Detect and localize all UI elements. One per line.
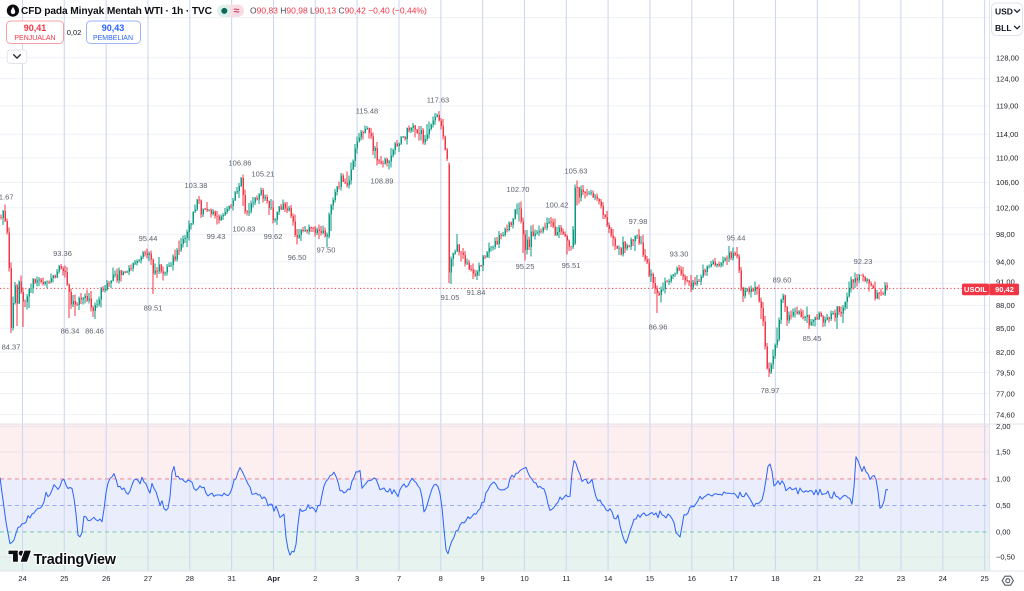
svg-text:91,00: 91,00	[996, 278, 1015, 287]
svg-text:PEMBELIAN: PEMBELIAN	[93, 35, 133, 42]
svg-text:24: 24	[939, 574, 947, 583]
svg-text:18: 18	[771, 574, 779, 583]
svg-text:90,41: 90,41	[24, 23, 47, 33]
svg-text:8: 8	[439, 574, 443, 583]
svg-text:98,00: 98,00	[996, 230, 1015, 239]
svg-text:25: 25	[60, 574, 68, 583]
svg-text:22: 22	[855, 574, 863, 583]
svg-text:17: 17	[729, 574, 737, 583]
svg-text:11: 11	[562, 574, 570, 583]
svg-text:88,00: 88,00	[996, 301, 1015, 310]
svg-text:103.38: 103.38	[185, 181, 208, 190]
svg-text:106,00: 106,00	[996, 178, 1019, 187]
svg-text:PENJUALAN: PENJUALAN	[14, 35, 55, 42]
svg-text:106.86: 106.86	[229, 159, 252, 168]
svg-text:91.05: 91.05	[441, 293, 460, 302]
svg-text:86.34: 86.34	[61, 327, 80, 336]
svg-text:99.43: 99.43	[207, 232, 226, 241]
svg-text:95.44: 95.44	[139, 234, 158, 243]
svg-text:−0,50: −0,50	[996, 553, 1015, 562]
svg-text:1.67: 1.67	[0, 193, 14, 202]
svg-text:0,02: 0,02	[67, 28, 82, 37]
svg-text:74,60: 74,60	[996, 410, 1015, 419]
svg-text:128,00: 128,00	[996, 53, 1019, 62]
svg-text:78.97: 78.97	[761, 386, 780, 395]
svg-text:1,50: 1,50	[996, 448, 1011, 457]
svg-text:3: 3	[355, 574, 359, 583]
svg-text:85,00: 85,00	[996, 324, 1015, 333]
svg-text:0,00: 0,00	[996, 528, 1011, 537]
svg-text:89.60: 89.60	[773, 276, 792, 285]
svg-text:7: 7	[397, 574, 401, 583]
svg-text:114,00: 114,00	[996, 130, 1018, 139]
svg-text:25: 25	[980, 574, 988, 583]
svg-text:86.96: 86.96	[649, 323, 668, 332]
svg-text:1,00: 1,00	[996, 475, 1011, 484]
svg-text:124,00: 124,00	[996, 74, 1019, 83]
svg-text:27: 27	[144, 574, 152, 583]
svg-text:92.23: 92.23	[854, 257, 873, 266]
svg-text:2,00: 2,00	[996, 422, 1011, 431]
svg-text:97.50: 97.50	[317, 245, 336, 254]
svg-text:0,50: 0,50	[996, 501, 1011, 510]
svg-text:Apr: Apr	[267, 574, 280, 583]
svg-text:100.83: 100.83	[233, 225, 256, 234]
svg-text:USOIL: USOIL	[964, 285, 987, 294]
svg-text:100.42: 100.42	[546, 201, 569, 210]
svg-text:10: 10	[520, 574, 528, 583]
svg-text:9: 9	[480, 574, 484, 583]
svg-text:105.21: 105.21	[252, 169, 275, 178]
svg-text:95.25: 95.25	[516, 262, 535, 271]
svg-text:102.70: 102.70	[507, 185, 530, 194]
svg-text:110,00: 110,00	[996, 154, 1018, 163]
svg-text:BLL: BLL	[995, 23, 1012, 33]
svg-text:15: 15	[646, 574, 654, 583]
svg-text:O90,83 H90,98 L90,13 C90,42 −0: O90,83 H90,98 L90,13 C90,42 −0,40 (−0,44…	[250, 6, 427, 16]
svg-text:96.50: 96.50	[288, 253, 307, 262]
svg-text:95.51: 95.51	[562, 261, 581, 270]
svg-text:97.98: 97.98	[629, 217, 648, 226]
svg-text:21: 21	[813, 574, 821, 583]
svg-text:≈: ≈	[234, 5, 240, 17]
svg-text:93.30: 93.30	[670, 249, 689, 258]
svg-text:86.46: 86.46	[85, 327, 104, 336]
svg-text:90,43: 90,43	[102, 23, 125, 33]
svg-text:85.45: 85.45	[803, 334, 822, 343]
svg-text:95.44: 95.44	[727, 233, 746, 242]
svg-text:79,50: 79,50	[996, 368, 1015, 377]
svg-text:28: 28	[186, 574, 194, 583]
svg-text:TradingView: TradingView	[34, 552, 117, 568]
svg-text:77,00: 77,00	[996, 389, 1015, 398]
svg-text:93.36: 93.36	[53, 249, 72, 258]
svg-text:115.48: 115.48	[356, 107, 378, 116]
svg-text:91.84: 91.84	[467, 288, 486, 297]
svg-text:26: 26	[102, 574, 110, 583]
svg-text:94,00: 94,00	[996, 258, 1015, 267]
svg-text:2: 2	[313, 574, 317, 583]
svg-text:89.51: 89.51	[144, 304, 163, 313]
svg-text:CFD pada Minyak Mentah WTI · 1: CFD pada Minyak Mentah WTI · 1h · TVC	[21, 6, 213, 17]
svg-text:24: 24	[18, 574, 26, 583]
svg-text:16: 16	[688, 574, 696, 583]
svg-text:14: 14	[604, 574, 612, 583]
svg-text:99.62: 99.62	[264, 232, 283, 241]
svg-text:84.37: 84.37	[2, 343, 21, 352]
svg-text:82,00: 82,00	[996, 348, 1015, 357]
svg-text:90,42: 90,42	[995, 285, 1014, 294]
svg-text:105.63: 105.63	[565, 166, 588, 175]
svg-text:119,00: 119,00	[996, 102, 1018, 111]
svg-text:117.63: 117.63	[427, 96, 449, 105]
svg-text:USD: USD	[995, 7, 1013, 17]
svg-text:108.89: 108.89	[371, 177, 394, 186]
svg-text:102,00: 102,00	[996, 203, 1019, 212]
svg-text:31: 31	[227, 574, 235, 583]
svg-text:23: 23	[897, 574, 905, 583]
